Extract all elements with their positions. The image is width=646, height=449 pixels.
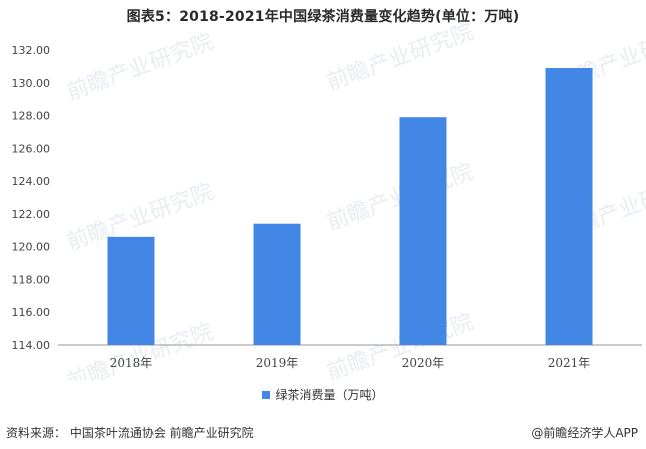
x-tick-label: 2019年	[256, 356, 299, 370]
y-tick-label: 128.00	[12, 110, 51, 123]
watermark-text: 前瞻产业研究院	[64, 29, 217, 105]
y-tick-label: 118.00	[12, 273, 51, 286]
y-axis-ticks: 114.00 116.00 118.00 120.00 122.00 124.00 126.…	[12, 44, 51, 352]
bar-2021年	[545, 68, 593, 346]
legend-label: 绿茶消费量（万吨）	[275, 388, 384, 402]
y-tick-label: 116.00	[12, 306, 51, 319]
legend-swatch	[262, 391, 271, 399]
bars	[107, 68, 593, 346]
bar-2019年	[253, 223, 301, 345]
brand-note: @前瞻经济学人APP	[531, 426, 638, 440]
x-tick-label: 2020年	[402, 356, 445, 370]
watermark-text: 前瞻产业研究院	[324, 19, 477, 95]
chart-title: 图表5：2018-2021年中国绿茶消费量变化趋势(单位：万吨)	[126, 9, 520, 25]
bar-2018年	[107, 236, 155, 345]
bar-2020年	[399, 117, 447, 345]
y-tick-label: 124.00	[12, 175, 51, 188]
y-tick-label: 114.00	[12, 339, 51, 352]
legend: 绿茶消费量（万吨）	[0, 386, 646, 403]
x-axis-labels: 2018年 2019年 2020年 2021年	[110, 356, 591, 370]
y-tick-label: 120.00	[12, 241, 51, 254]
x-tick-label: 2018年	[110, 356, 153, 370]
source-note: 资料来源： 中国茶叶流通协会 前瞻产业研究院	[6, 426, 254, 440]
y-tick-label: 132.00	[12, 44, 51, 57]
y-tick-label: 130.00	[12, 77, 51, 90]
y-tick-label: 122.00	[12, 208, 51, 221]
x-tick-label: 2021年	[548, 356, 591, 370]
y-tick-label: 126.00	[12, 142, 51, 155]
